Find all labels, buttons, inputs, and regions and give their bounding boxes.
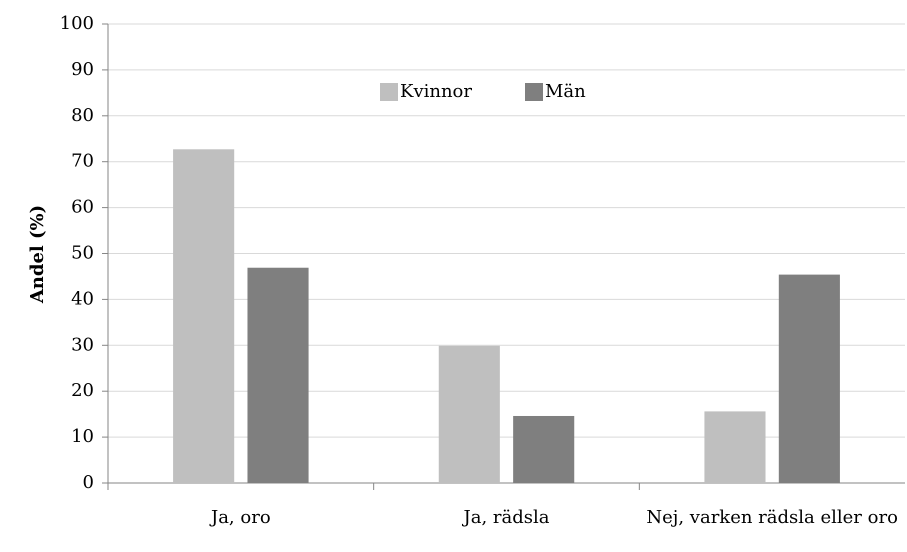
y-axis-label: Andel (%)	[27, 205, 48, 304]
y-tick-label: 20	[71, 380, 94, 401]
x-tick-label: Ja, oro	[210, 507, 271, 528]
legend-label: Män	[545, 81, 586, 102]
y-tick-label: 30	[71, 334, 94, 355]
y-tick-label: 0	[83, 472, 94, 493]
y-tick-label: 80	[71, 105, 94, 126]
x-tick-label: Nej, varken rädsla eller oro	[646, 507, 898, 528]
legend-swatch	[380, 83, 398, 101]
bar	[513, 415, 575, 483]
bar	[778, 274, 840, 483]
bar	[704, 411, 766, 483]
y-tick-label: 70	[71, 151, 94, 172]
y-tick-label: 40	[71, 288, 94, 309]
legend-swatch	[525, 83, 543, 101]
legend-label: Kvinnor	[400, 81, 472, 102]
y-tick-label: 60	[71, 197, 94, 218]
bar	[173, 149, 235, 483]
y-tick-label: 90	[71, 59, 94, 80]
y-tick-label: 10	[71, 426, 94, 447]
y-tick-label: 100	[60, 13, 94, 34]
bar	[438, 345, 500, 483]
bar	[247, 267, 309, 483]
x-tick-label: Ja, rädsla	[463, 507, 550, 528]
y-tick-label: 50	[71, 243, 94, 264]
